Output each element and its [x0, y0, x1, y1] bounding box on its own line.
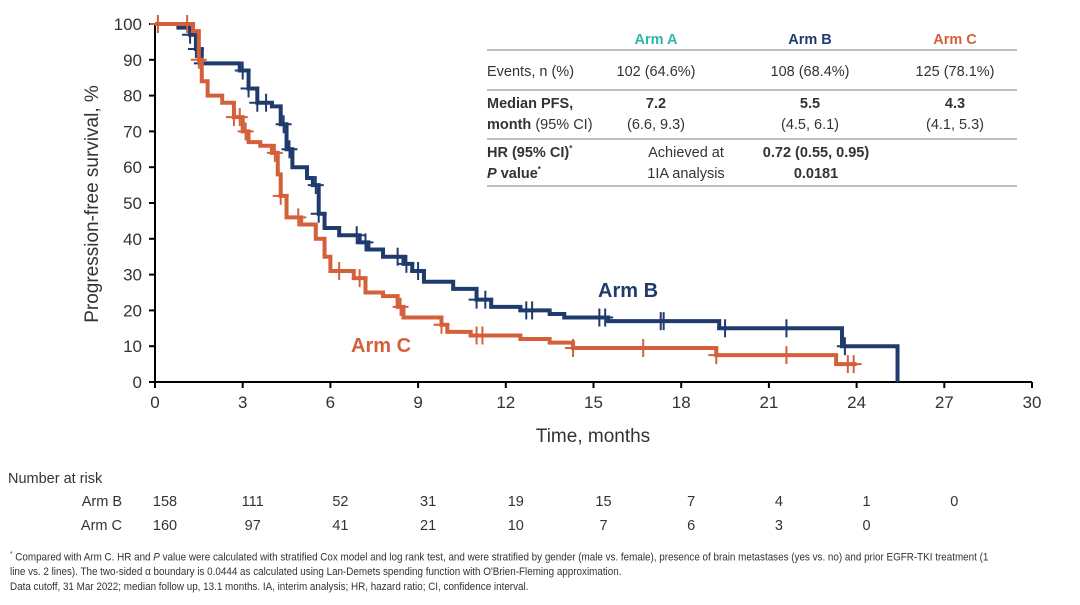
x-tick-label: 27	[935, 393, 954, 412]
risk-count: 31	[420, 494, 436, 510]
x-tick-label: 9	[413, 393, 422, 412]
x-tick-label: 24	[847, 393, 866, 412]
arm-a-hr-line1: Achieved at	[648, 145, 724, 161]
risk-count: 10	[508, 518, 524, 534]
p-rest: value	[497, 166, 538, 182]
events-arm-a: 102 (64.6%)	[617, 64, 696, 80]
median-label-month: month	[487, 117, 531, 133]
p-italic: P	[487, 166, 497, 182]
risk-table: Number at risk Arm B Arm C 158 111 52 31 19 1…	[8, 471, 958, 534]
hr-label-text: HR (95% CI)	[487, 145, 569, 161]
arm-c-curve-label: Arm C	[351, 335, 411, 357]
y-tick-label: 60	[123, 158, 142, 177]
footnote-mark: *	[10, 551, 13, 558]
events-arm-c: 125 (78.1%)	[916, 64, 995, 80]
median-label-2: month (95% CI)	[487, 117, 593, 133]
risk-title: Number at risk	[8, 471, 103, 487]
x-tick-label: 0	[150, 393, 159, 412]
x-tick-label: 18	[672, 393, 691, 412]
y-tick-label: 70	[123, 122, 142, 141]
risk-count: 4	[775, 494, 783, 510]
risk-count: 111	[242, 494, 264, 510]
p-value: 0.0181	[794, 166, 838, 182]
risk-count: 0	[863, 518, 871, 534]
risk-count: 6	[687, 518, 695, 534]
risk-count: 15	[595, 494, 611, 510]
footnote-p: P	[153, 551, 160, 564]
risk-count: 7	[599, 518, 607, 534]
arm-c-curve	[155, 22, 857, 367]
arm-a-hr-line2: 1IA analysis	[647, 166, 724, 182]
ci-arm-b: (4.5, 6.1)	[781, 117, 839, 133]
risk-count: 19	[508, 494, 524, 510]
y-tick-label: 50	[123, 194, 142, 213]
p-label: P value*	[487, 165, 542, 182]
footnote-text-c: Data cutoff, 31 Mar 2022; median follow …	[10, 580, 529, 593]
x-tick-label: 30	[1023, 393, 1042, 412]
risk-count: 3	[775, 518, 783, 534]
hr-mark: *	[569, 144, 573, 153]
median-label: Median PFS,	[487, 96, 573, 112]
summary-table: Arm A Arm B Arm C Events, n (%) 102 (64.…	[487, 32, 1017, 187]
risk-count: 1	[863, 494, 871, 510]
risk-count: 0	[950, 494, 958, 510]
risk-count: 97	[245, 518, 261, 534]
x-tick-label: 6	[326, 393, 335, 412]
y-tick-label: 0	[133, 373, 142, 392]
col-arm-a: Arm A	[635, 32, 678, 48]
risk-label-arm-c: Arm C	[81, 518, 122, 534]
footnote-text-a: Compared with Arm C. HR and	[12, 551, 154, 564]
hr-value: 0.72 (0.55, 0.95)	[763, 145, 870, 161]
y-tick-label: 20	[123, 301, 142, 320]
p-mark: *	[538, 165, 542, 174]
y-tick-label: 10	[123, 337, 142, 356]
ci-arm-a: (6.6, 9.3)	[627, 117, 685, 133]
y-tick-label: 100	[114, 15, 142, 34]
risk-count: 41	[332, 518, 348, 534]
x-tick-label: 12	[496, 393, 515, 412]
risk-count: 7	[687, 494, 695, 510]
median-arm-a: 7.2	[646, 96, 666, 112]
risk-count: 21	[420, 518, 436, 534]
median-arm-c: 4.3	[945, 96, 965, 112]
x-tick-label: 15	[584, 393, 603, 412]
risk-label-arm-b: Arm B	[82, 494, 122, 510]
footnote-text-b: value were calculated with stratified Co…	[10, 551, 989, 579]
y-tick-label: 40	[123, 230, 142, 249]
risk-count: 160	[153, 518, 177, 534]
y-axis-label: Progression-free survival, %	[82, 85, 103, 323]
risk-count: 52	[332, 494, 348, 510]
risk-count: 158	[153, 494, 177, 510]
footnote: * Compared with Arm C. HR and P value we…	[10, 548, 1000, 594]
arm-b-curve-label: Arm B	[598, 280, 658, 302]
median-arm-b: 5.5	[800, 96, 820, 112]
y-tick-label: 90	[123, 51, 142, 70]
col-arm-c: Arm C	[933, 32, 977, 48]
col-arm-b: Arm B	[788, 32, 832, 48]
ci-arm-c: (4.1, 5.3)	[926, 117, 984, 133]
x-tick-label: 3	[238, 393, 247, 412]
x-axis-label: Time, months	[536, 426, 650, 447]
y-tick-label: 30	[123, 266, 142, 285]
x-tick-label: 21	[759, 393, 778, 412]
y-tick-label: 80	[123, 87, 142, 106]
hr-label: HR (95% CI)*	[487, 144, 573, 161]
median-label-ci: (95% CI)	[531, 117, 592, 133]
events-arm-b: 108 (68.4%)	[771, 64, 850, 80]
events-label: Events, n (%)	[487, 64, 574, 80]
